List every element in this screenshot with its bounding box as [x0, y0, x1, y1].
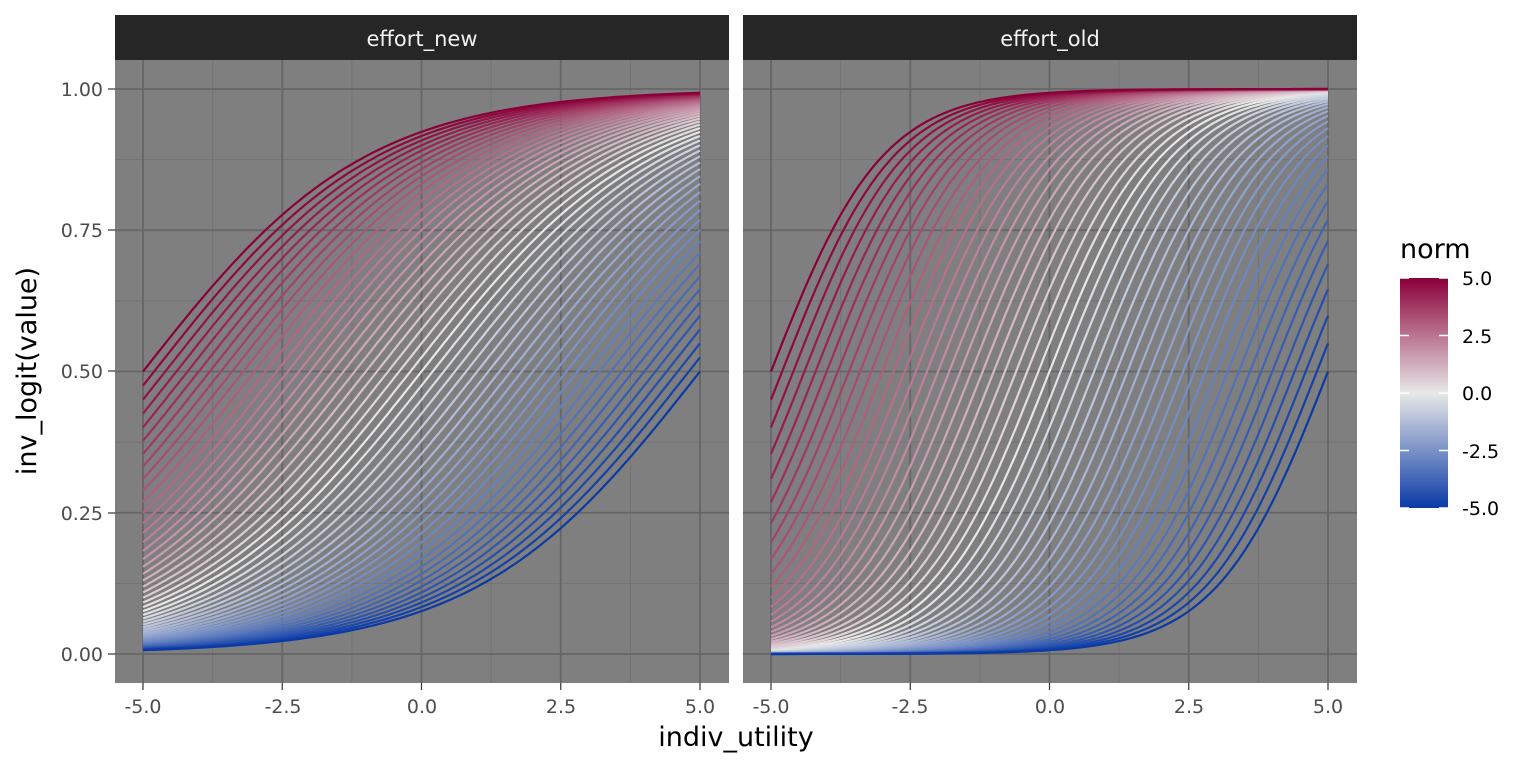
series-line — [142, 96, 701, 480]
series-line — [142, 100, 701, 525]
series-line — [142, 155, 701, 629]
series-line — [142, 104, 701, 552]
series-line — [142, 183, 701, 637]
y-tick-label: 0.00 — [61, 644, 103, 666]
series-line — [770, 98, 1329, 654]
series-line — [142, 134, 701, 616]
series-line — [142, 175, 701, 635]
y-tick-label: 0.50 — [61, 361, 103, 383]
series-line — [142, 91, 701, 373]
series-line — [142, 95, 701, 468]
series-line — [142, 120, 701, 599]
series-line — [142, 94, 701, 455]
series-line — [770, 93, 1329, 653]
series-line — [142, 123, 701, 604]
series-line — [142, 97, 701, 492]
x-tick-label: -5.0 — [124, 696, 161, 718]
y-tick-label: 1.00 — [61, 79, 103, 101]
series-line — [142, 218, 701, 643]
series-line — [142, 110, 701, 575]
panel-effort-old: effort_old -5.0 -2.5 0.0 2.5 5.0 — [743, 15, 1357, 718]
series-line — [142, 263, 701, 647]
series-line — [142, 112, 701, 582]
x-axis-title: indiv_utility — [658, 722, 814, 753]
legend-title: norm — [1400, 234, 1471, 265]
series-line — [142, 144, 701, 623]
series-line — [770, 90, 1329, 649]
series-line — [770, 90, 1329, 650]
series-line — [142, 168, 701, 633]
series-line — [770, 96, 1329, 654]
series-line — [142, 99, 701, 514]
strip-label: effort_old — [1000, 27, 1100, 52]
series-line — [142, 130, 701, 613]
series-line — [142, 149, 701, 626]
strip-label: effort_new — [366, 27, 477, 52]
strip-background — [743, 15, 1357, 60]
y-axis-title: inv_logit(value) — [12, 267, 43, 475]
legend-label: 5.0 — [1462, 268, 1492, 290]
series-line — [770, 94, 1329, 653]
series-line — [142, 94, 701, 442]
series-line — [142, 106, 701, 560]
series-line — [142, 139, 701, 620]
series-line — [142, 93, 701, 428]
series-line — [142, 117, 701, 594]
series-line — [142, 98, 701, 503]
series-line — [770, 91, 1329, 652]
series-line — [142, 275, 701, 648]
panel-effort-new: effort_new -5.0 -2.5 0.0 2.5 5.0 — [115, 15, 729, 718]
series-line — [142, 101, 701, 534]
legend-label: 0.0 — [1462, 383, 1492, 405]
series-line — [769, 87, 1328, 372]
y-axis: 0.00 0.25 0.50 0.75 1.00 — [61, 79, 115, 666]
series-line — [770, 92, 1329, 652]
series-line — [770, 89, 1329, 645]
legend-label: -2.5 — [1462, 441, 1499, 463]
series-line — [142, 229, 701, 644]
x-tick-label: -5.0 — [752, 696, 789, 718]
legend: norm 5.0 2.5 0.0 -2.5 -5.0 — [1400, 234, 1499, 520]
y-tick-label: 0.25 — [61, 503, 103, 525]
x-tick-label: 2.5 — [1174, 696, 1204, 718]
x-tick-label: 0.0 — [407, 696, 437, 718]
x-axis: -5.0 -2.5 0.0 2.5 5.0 — [752, 696, 1343, 718]
series-line — [142, 114, 701, 588]
x-tick-label: 5.0 — [1313, 696, 1343, 718]
series-line — [142, 370, 701, 652]
series-line — [142, 301, 701, 649]
y-tick-label: 0.75 — [61, 220, 103, 242]
series-line — [142, 288, 701, 649]
series-line — [142, 199, 701, 641]
series-lines — [142, 91, 701, 652]
series-line — [142, 209, 701, 642]
series-line — [142, 108, 701, 568]
series-line — [770, 89, 1329, 647]
series-line — [771, 371, 1330, 656]
x-tick-label: 5.0 — [685, 696, 715, 718]
series-line — [142, 161, 701, 631]
series-line — [142, 102, 701, 544]
legend-ticks — [1400, 277, 1448, 509]
x-tick-label: -2.5 — [891, 696, 928, 718]
x-axis: -5.0 -2.5 0.0 2.5 5.0 — [124, 696, 715, 718]
series-line — [142, 240, 701, 645]
series-line — [142, 191, 701, 639]
series-line — [142, 127, 701, 609]
legend-label: -5.0 — [1462, 498, 1499, 520]
x-tick-label: 0.0 — [1035, 696, 1065, 718]
series-line — [770, 91, 1329, 651]
strip-background — [115, 15, 729, 60]
x-tick-label: -2.5 — [264, 696, 301, 718]
series-lines — [769, 87, 1330, 656]
series-line — [142, 251, 701, 646]
series-line — [142, 315, 701, 650]
x-tick-label: 2.5 — [546, 696, 576, 718]
legend-label: 2.5 — [1462, 326, 1492, 348]
